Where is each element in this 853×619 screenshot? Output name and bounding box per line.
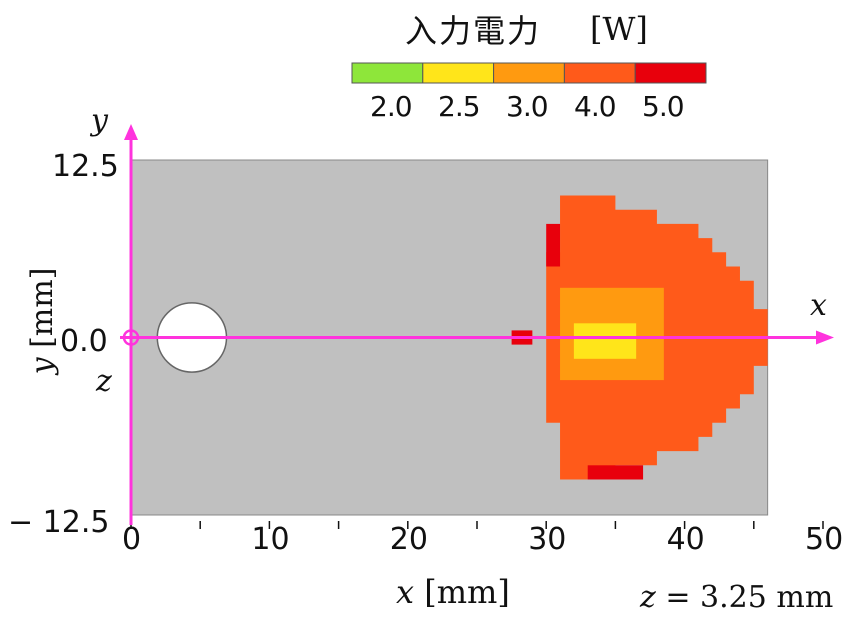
y-axis-title: y [mm] [25,261,60,381]
y-axis-arrowhead [124,124,138,140]
colorbar [351,62,707,84]
colorbar-tick-label: 5.0 [642,90,685,123]
z-position-value: = 3.25 mm [665,580,834,615]
colorbar-tick-label: 2.0 [370,90,413,123]
x-axis-title-unit: [mm] [424,573,510,611]
x-tick-marks [130,521,824,529]
z-axis-letter: z [96,364,112,399]
heat-region-2.5W-5 [573,323,637,359]
y-axis-title-unit: [mm] [25,267,60,348]
x-tick-label: 40 [666,522,705,557]
x-axis-title-var: x [396,573,415,611]
colorbar-swatch-2 [351,62,424,84]
y-tick-label-bottom: − 12.5 [8,505,110,540]
z-axis-marker [122,329,140,346]
colorbar-unit: [W] [590,10,648,48]
y-tick-label-top: 12.5 [52,149,119,184]
coordinate-axes [120,124,834,525]
x-axis-arrowhead [816,330,834,345]
colorbar-swatch-5 [634,62,707,84]
x-tick-label: 10 [251,522,290,557]
y-axis-title-var: y [25,357,60,375]
colorbar-tick-label: 3.0 [506,90,549,123]
x-tick-label: 0 [122,522,142,557]
colorbar-title: 入力電力 [405,12,542,50]
colorbar-tick-label: 2.5 [438,90,481,123]
z-axis-dot [129,335,133,340]
z-position-annotation: z = 3.25 mm [640,580,833,615]
heat-region-5W-2 [587,465,644,480]
x-axis-letter: x [810,288,827,323]
heat-region-5W-1 [546,223,561,267]
x-axis-title: x [mm] [396,573,510,611]
colorbar-swatch-3 [493,62,565,84]
y-tick-label-mid: 0.0 [60,324,108,359]
y-axis-letter: y [91,103,108,138]
colorbar-swatch-2.5 [422,62,495,84]
z-position-var: z [640,580,656,615]
colorbar-tick-label: 4.0 [574,90,617,123]
x-tick-label: 30 [528,522,567,557]
x-tick-label: 20 [389,522,428,557]
x-tick-label: 50 [805,522,844,557]
colorbar-swatch-4 [563,62,636,84]
